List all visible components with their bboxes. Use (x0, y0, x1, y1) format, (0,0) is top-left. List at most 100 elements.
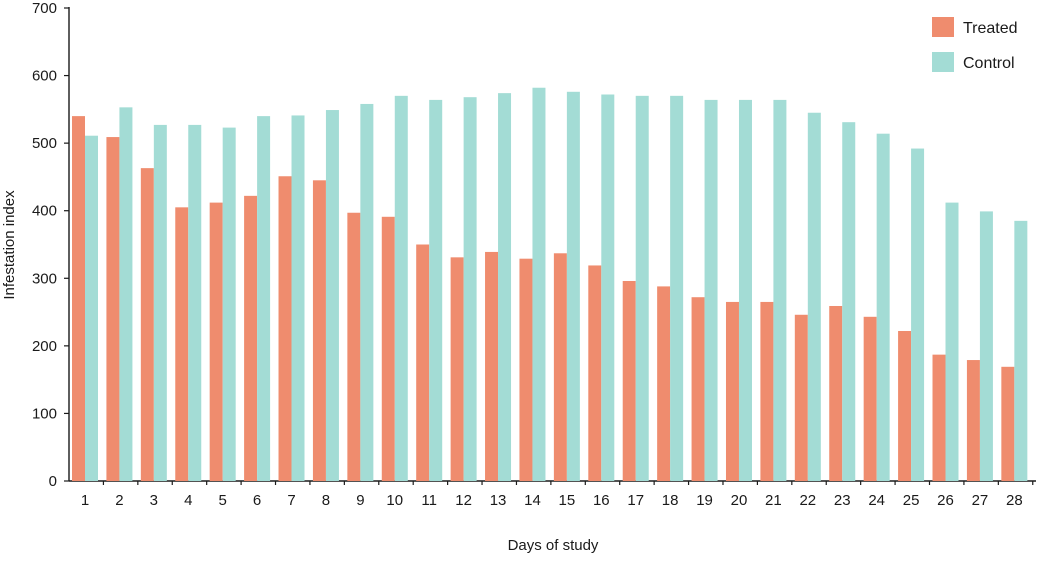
y-axis-title: Infestation index (1, 190, 18, 300)
x-tick-label: 10 (386, 492, 403, 509)
bar-treated-10 (381, 216, 395, 481)
y-tick-label: 300 (32, 270, 57, 287)
bar-treated-26 (932, 354, 946, 481)
bar-control-10 (394, 95, 408, 481)
bar-treated-13 (485, 251, 499, 481)
bar-treated-18 (657, 286, 671, 481)
x-tick-label: 5 (219, 492, 227, 509)
bar-treated-25 (898, 330, 912, 481)
legend-swatch-treated (932, 17, 954, 37)
legend-label-control: Control (963, 55, 1015, 72)
x-tick-label: 24 (868, 492, 885, 509)
bar-control-17 (635, 95, 649, 481)
bar-treated-22 (794, 314, 808, 481)
x-tick-label: 18 (662, 492, 679, 509)
bar-treated-7 (278, 176, 292, 481)
bar-treated-4 (175, 207, 189, 482)
bar-control-6 (257, 116, 271, 481)
x-tick-label: 28 (1006, 492, 1023, 509)
x-tick-label: 4 (184, 492, 192, 509)
x-tick-label: 19 (696, 492, 713, 509)
bar-control-11 (429, 99, 443, 481)
legend: Treated Control (932, 17, 1018, 72)
legend-label-treated: Treated (963, 20, 1018, 37)
bar-control-4 (188, 124, 202, 482)
x-tick-label: 20 (731, 492, 748, 509)
y-tick-label: 200 (32, 338, 57, 355)
bar-treated-14 (519, 258, 533, 481)
bar-control-3 (153, 124, 167, 482)
x-tick-label: 13 (490, 492, 507, 509)
x-tick-label: 25 (903, 492, 920, 509)
bar-control-16 (601, 94, 615, 482)
bar-treated-23 (829, 305, 843, 481)
bar-control-22 (807, 112, 821, 481)
x-tick-label: 14 (524, 492, 541, 509)
bar-control-18 (670, 95, 684, 481)
x-tick-label: 16 (593, 492, 610, 509)
x-tick-label: 27 (972, 492, 989, 509)
bars (72, 87, 1028, 482)
bar-treated-11 (416, 244, 430, 481)
bar-control-15 (566, 91, 580, 481)
bar-control-8 (325, 110, 339, 481)
bar-control-26 (945, 202, 959, 481)
bar-treated-8 (312, 180, 326, 482)
x-tick-label: 26 (937, 492, 954, 509)
bar-control-12 (463, 97, 477, 482)
bar-control-21 (773, 99, 787, 481)
bar-control-14 (532, 87, 546, 481)
bar-control-23 (842, 122, 856, 482)
y-tick-label: 400 (32, 203, 57, 220)
x-tick-label: 2 (115, 492, 123, 509)
x-tick-label: 6 (253, 492, 261, 509)
bar-treated-19 (691, 297, 705, 481)
bar-control-28 (1014, 220, 1028, 481)
bar-treated-9 (347, 212, 361, 481)
bar-control-2 (119, 107, 133, 481)
x-tick-label: 15 (559, 492, 576, 509)
bar-control-25 (911, 148, 925, 481)
bar-treated-12 (450, 257, 464, 481)
x-tick-label: 21 (765, 492, 782, 509)
legend-swatch-control (932, 52, 954, 72)
x-tick-label: 11 (421, 492, 437, 509)
bar-treated-21 (760, 301, 774, 481)
x-tick-label: 12 (455, 492, 472, 509)
bar-control-7 (291, 115, 305, 481)
bar-treated-6 (244, 195, 258, 481)
x-tick-label: 22 (799, 492, 816, 509)
x-tick-label: 1 (81, 492, 89, 509)
bar-control-20 (738, 99, 752, 481)
bar-control-24 (876, 133, 890, 481)
bar-treated-27 (966, 360, 980, 481)
y-tick-label: 700 (32, 0, 57, 17)
y-tick-label: 0 (49, 473, 57, 490)
bar-treated-5 (209, 202, 223, 481)
bar-treated-15 (553, 253, 567, 481)
bar-treated-20 (725, 301, 739, 481)
y-tick-label: 100 (32, 405, 57, 422)
bar-treated-28 (1001, 366, 1015, 481)
bar-treated-16 (588, 265, 602, 481)
x-tick-label: 23 (834, 492, 851, 509)
bar-control-27 (979, 211, 993, 481)
bar-treated-3 (140, 168, 154, 481)
x-tick-label: 8 (322, 492, 330, 509)
bar-control-19 (704, 99, 718, 481)
bar-treated-2 (106, 137, 120, 481)
x-tick-label: 3 (150, 492, 158, 509)
bar-treated-1 (72, 116, 85, 481)
bar-control-1 (85, 135, 98, 481)
y-tick-label: 500 (32, 135, 57, 152)
bar-control-9 (360, 103, 374, 482)
bar-control-5 (222, 127, 236, 481)
x-tick-label: 9 (356, 492, 364, 509)
bar-control-13 (498, 93, 512, 481)
x-axis-title: Days of study (508, 537, 599, 554)
y-tick-label: 600 (32, 68, 57, 85)
x-tick-label: 17 (627, 492, 644, 509)
